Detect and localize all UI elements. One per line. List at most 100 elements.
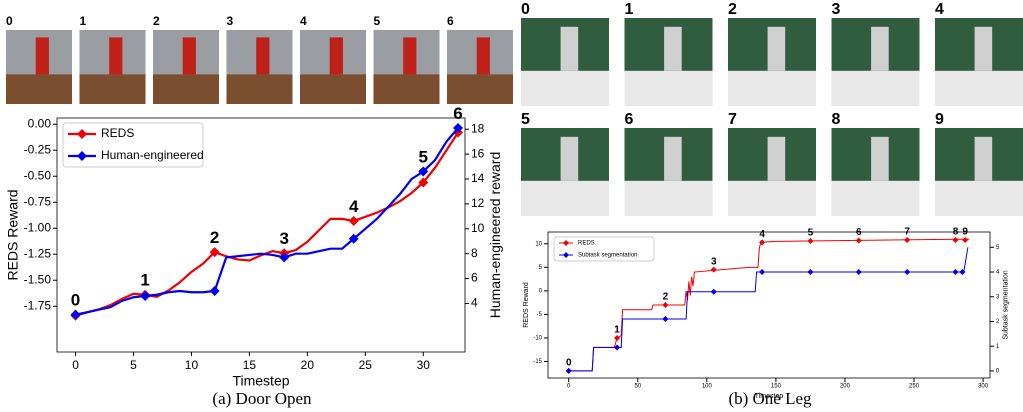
thumbnail-floor <box>153 74 219 104</box>
thumbnail-floor <box>226 74 293 104</box>
thumbnail-robot <box>871 26 889 71</box>
y-tick-label: -5 <box>537 312 543 318</box>
marker <box>855 237 862 244</box>
plot-area <box>547 231 991 379</box>
marker <box>565 367 572 374</box>
x-tick-label: 300 <box>978 384 989 390</box>
marker <box>759 269 766 276</box>
frame-label: 7 <box>728 111 737 128</box>
y2-tick-label: 10 <box>471 221 485 235</box>
annotation: 8 <box>953 227 959 238</box>
legend-label: Human-engineered <box>101 148 204 162</box>
thumbnail-floor <box>6 74 72 104</box>
frame-label: 0 <box>521 1 530 18</box>
annotation: 6 <box>856 227 862 238</box>
annotation: 1 <box>614 325 620 336</box>
y-tick-label: 0 <box>539 288 543 294</box>
frame-label: 0 <box>6 14 13 28</box>
y-tick-label: -1.25 <box>24 246 52 260</box>
thumbnail-floor <box>728 70 816 106</box>
caption: (b) One Leg <box>728 389 812 408</box>
thumbnail-robot <box>182 37 196 75</box>
thumbnail-floor <box>521 180 609 216</box>
legend-box <box>62 122 204 168</box>
thumbnail-floor <box>447 74 513 104</box>
y-tick-label: -1.75 <box>24 298 52 312</box>
y-tick-label: 5 <box>539 265 543 271</box>
thumbnail-robot <box>256 37 270 75</box>
y2-tick-label: 8 <box>471 246 478 260</box>
marker <box>710 266 717 273</box>
marker <box>209 286 220 297</box>
thumbnail-floor <box>935 70 1023 106</box>
thumbnail-robot <box>767 26 786 71</box>
thumbnail-robot <box>35 37 49 75</box>
legend-label: Subtask segmentation <box>578 253 637 259</box>
y2-tick-label: 2 <box>996 319 1000 325</box>
y2-tick-label: 16 <box>471 146 485 160</box>
legend-marker <box>77 151 87 161</box>
y2-tick-label: 4 <box>996 270 1000 276</box>
annotation: 4 <box>349 197 359 216</box>
y2-axis-label: Human-engineered reward <box>487 152 503 319</box>
y2-tick-label: 1 <box>996 344 1000 350</box>
frame-label: 5 <box>374 14 381 28</box>
y2-tick-label: 4 <box>471 296 478 310</box>
x-tick-label: 250 <box>909 384 920 390</box>
y2-tick-label: 6 <box>471 271 478 285</box>
caption: (a) Door Open <box>212 389 312 408</box>
annotation: 6 <box>453 104 462 123</box>
annotation: 0 <box>71 291 80 310</box>
x-tick-label: 0 <box>72 358 79 372</box>
marker <box>662 316 669 323</box>
annotation: 1 <box>140 271 149 290</box>
marker <box>70 309 81 320</box>
thumbnail-robot <box>560 136 579 181</box>
thumbnail-robot <box>476 37 490 75</box>
x-tick-label: 5 <box>130 358 137 372</box>
frame-label: 4 <box>300 14 307 28</box>
marker <box>807 237 814 244</box>
annotation: 0 <box>566 358 572 369</box>
frame-label: 6 <box>625 111 634 128</box>
x-tick-label: 200 <box>840 384 851 390</box>
thumbnail-floor <box>373 74 440 104</box>
y2-axis-label: Subtask segmentation <box>1002 270 1009 339</box>
annotation: 3 <box>279 229 288 248</box>
frame-label: 1 <box>80 14 87 28</box>
y2-tick-label: 0 <box>996 369 1000 375</box>
marker <box>418 177 429 188</box>
marker <box>710 288 717 295</box>
annotation: 7 <box>904 227 910 238</box>
legend-box <box>553 236 655 262</box>
y-tick-label: -10 <box>533 336 542 342</box>
marker <box>418 166 429 177</box>
y-tick-label: -15 <box>533 359 542 365</box>
y2-tick-label: 14 <box>471 171 485 185</box>
thumbnail-robot <box>109 37 123 75</box>
frame-label: 8 <box>832 111 841 128</box>
y-tick-label: -1.50 <box>24 272 52 286</box>
x-tick-label: 150 <box>771 384 782 390</box>
legend-label: REDS <box>578 241 595 247</box>
legend-marker <box>77 129 87 139</box>
plot-area <box>56 117 466 353</box>
marker <box>959 269 966 276</box>
marker <box>904 237 911 244</box>
frame-label: 2 <box>153 14 160 28</box>
x-axis-label: Timestep <box>755 393 784 400</box>
annotation: 3 <box>711 256 717 267</box>
thumbnail-robot <box>974 136 993 181</box>
y2-tick-label: 5 <box>996 245 1000 251</box>
marker <box>962 237 969 244</box>
y-tick-label: -0.25 <box>24 142 52 156</box>
marker <box>614 344 621 351</box>
legend-marker <box>563 252 569 258</box>
frame-label: 5 <box>521 111 530 128</box>
thumbnail-robot <box>403 37 417 75</box>
x-tick-label: 30 <box>417 358 431 372</box>
x-tick-label: 100 <box>702 384 713 390</box>
thumbnail-robot <box>974 26 993 71</box>
frame-label: 6 <box>447 14 454 28</box>
